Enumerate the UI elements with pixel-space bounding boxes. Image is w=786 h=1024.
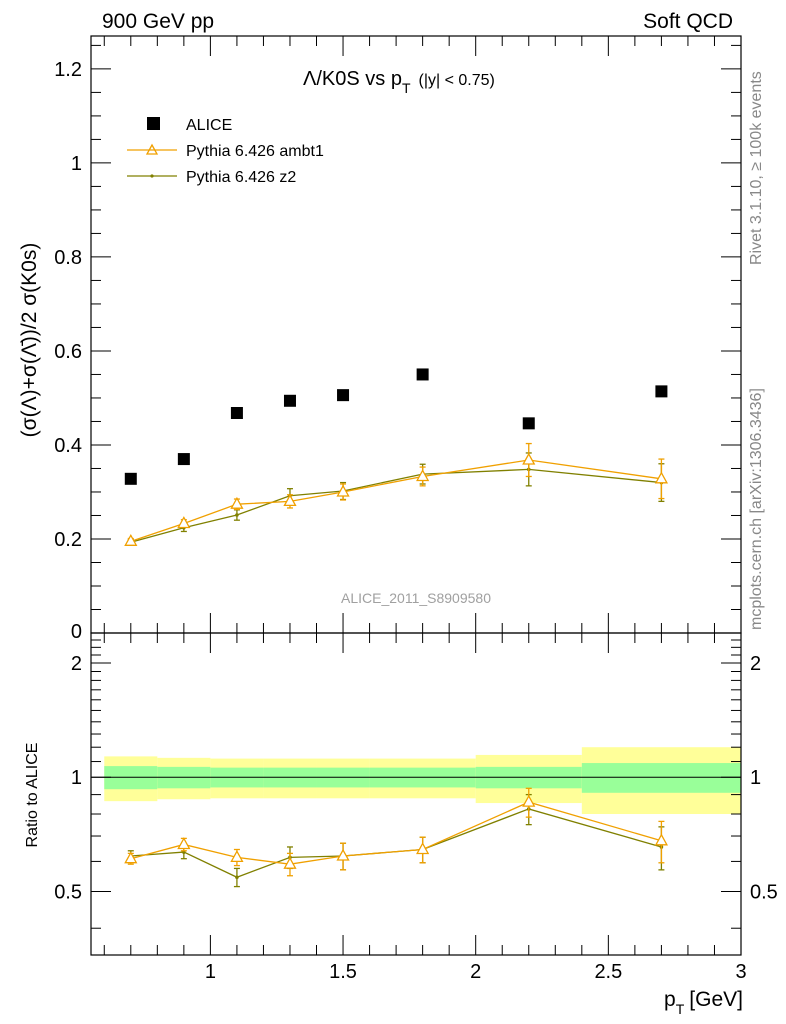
- plot-title-cut: (|y| < 0.75): [419, 72, 495, 89]
- header-right: Soft QCD: [643, 10, 733, 33]
- legend-label-alice: ALICE: [186, 117, 232, 134]
- ratio-stat-uncertainty-band: [581, 763, 741, 793]
- x-axis-label-main: p: [664, 988, 676, 1011]
- main-y-tick-label: 0.8: [54, 247, 82, 269]
- analysis-watermark: ALICE_2011_S8909580: [341, 590, 491, 606]
- x-axis-label-unit: [GeV]: [689, 988, 743, 1011]
- ratio-ambt1-point: [416, 842, 430, 855]
- legend: ALICE Pythia 6.426 ambt1 Pythia 6.426 z2: [127, 117, 324, 186]
- main-line-z2: [130, 468, 662, 543]
- main-ambt1-point: [177, 516, 191, 529]
- ratio-y-axis-label: Ratio to ALICE: [24, 743, 41, 848]
- ratio-ambt1-point: [336, 848, 350, 861]
- ratio-z2-point: [235, 875, 239, 880]
- main-ambt1-point: [654, 471, 669, 484]
- main-y-tick-label: 0.6: [54, 341, 82, 363]
- ratio-ambt1-point: [654, 833, 669, 846]
- plot-title: Λ/K0S vs pT (|y| < 0.75): [303, 68, 495, 96]
- x-axis-label: pT [GeV]: [664, 988, 743, 1017]
- plot-title-sub: T: [402, 80, 411, 96]
- plot-title-main: Λ/K0S vs p: [303, 68, 402, 90]
- main-ambt1-point: [522, 452, 536, 465]
- x-tick-label: 3: [735, 961, 746, 983]
- ratio-panel: 0.5 0.5 1 1 2 2 1 1.5 2 2.5 3 Ratio to ALICE pT [G…: [24, 632, 778, 1017]
- ratio-line-ambt1: [130, 801, 662, 865]
- ratio-y-tick-label: 2: [71, 653, 82, 675]
- ratio-y-tick-label: 1: [71, 767, 82, 789]
- main-y-tick-label: 0.4: [54, 435, 82, 457]
- x-tick-label: 1.5: [329, 961, 357, 983]
- main-plot-marks: [124, 368, 669, 546]
- legend-marker-alice: [147, 117, 160, 130]
- main-ambt1-point: [230, 496, 244, 509]
- main-alice-point: [655, 385, 668, 398]
- main-ambt1-point: [124, 533, 138, 546]
- main-ambt1-point: [336, 484, 350, 497]
- ratio-y-tick-label-right: 2: [750, 653, 761, 675]
- ratio-frame: [90, 632, 742, 956]
- main-alice-point: [337, 389, 350, 402]
- ratio-ambt1-point: [230, 849, 244, 862]
- mcplots-label: mcplots.cern.ch [arXiv:1306.3436]: [748, 388, 765, 630]
- main-panel: 0.2 0.4 0.6 0.8 1 1.2 0 ALICE_2011_S8909580 Λ/…: [18, 35, 742, 643]
- legend-marker-z2: [150, 174, 154, 178]
- ratio-line-z2: [130, 808, 662, 878]
- rivet-version-label: Rivet 3.1.10, ≥ 100k events: [748, 71, 765, 265]
- main-x-ticks: [103, 36, 742, 633]
- x-axis-label-sub: T: [676, 1001, 685, 1017]
- main-y-tick-label: 0.2: [54, 529, 82, 551]
- main-alice-point: [177, 453, 190, 466]
- main-alice-point: [522, 417, 535, 430]
- ratio-plot-marks: [91, 747, 741, 888]
- ratio-ambt1-point: [177, 837, 191, 850]
- main-y-zero-label: 0: [71, 621, 82, 643]
- main-alice-point: [283, 394, 296, 407]
- ratio-ambt1-point: [283, 856, 297, 869]
- x-tick-label: 1: [205, 961, 216, 983]
- main-alice-point: [416, 368, 429, 381]
- legend-label-z2: Pythia 6.426 z2: [186, 169, 296, 186]
- legend-label-ambt1: Pythia 6.426 ambt1: [186, 143, 324, 160]
- main-z2-point: [235, 513, 239, 517]
- ratio-ambt1-point: [124, 851, 138, 864]
- ratio-y-tick-label: 0.5: [54, 881, 82, 903]
- main-y-tick-label: 1: [71, 153, 82, 175]
- ratio-y-axis: 0.5 0.5 1 1 2 2: [54, 639, 778, 929]
- main-alice-point: [230, 407, 243, 420]
- x-tick-label: 2.5: [594, 961, 622, 983]
- main-y-axis-label: (σ(Λ)+σ(Λ̄))/2 σ(K0s): [18, 243, 41, 438]
- ratio-y-tick-label-right: 0.5: [750, 881, 778, 903]
- main-y-axis: 0.2 0.4 0.6 0.8 1 1.2 0: [54, 44, 741, 643]
- main-ambt1-point: [283, 494, 297, 507]
- x-tick-label: 2: [470, 961, 481, 983]
- main-y-tick-label: 1.2: [54, 59, 82, 81]
- ratio-x-axis: 1 1.5 2 2.5 3: [103, 633, 747, 983]
- main-alice-point: [124, 472, 137, 485]
- ratio-y-tick-label-right: 1: [750, 767, 761, 789]
- ratio-ambt1-point: [522, 794, 536, 807]
- legend-marker-ambt1: [145, 143, 159, 155]
- main-ambt1-point: [416, 469, 430, 482]
- header-left: 900 GeV pp: [102, 10, 214, 33]
- main-line-ambt1: [130, 459, 662, 542]
